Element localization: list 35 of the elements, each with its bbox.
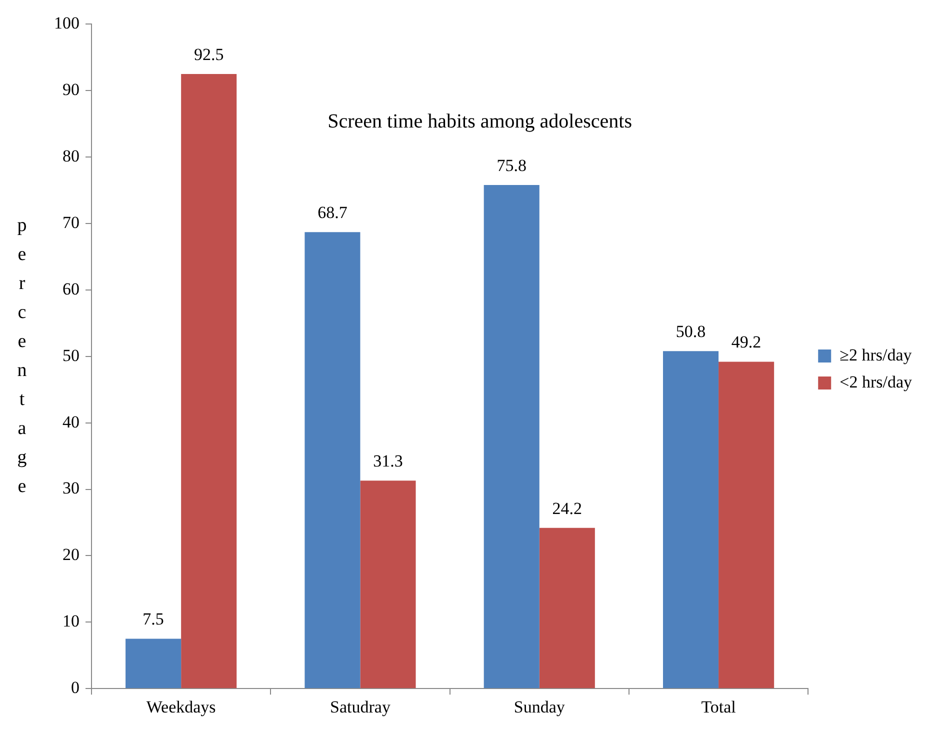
data-label: 7.5 [142, 610, 164, 629]
data-label: 68.7 [318, 203, 348, 222]
x-tick-label: Satudray [330, 697, 391, 716]
y-tick-label: 70 [62, 212, 80, 232]
x-tick-label: Total [701, 697, 736, 716]
y-tick-label: 10 [62, 612, 80, 631]
x-tick-label: Sunday [514, 697, 566, 716]
data-label: 24.2 [552, 498, 582, 518]
bar [718, 362, 774, 688]
text: Screen time habits among adolescents [328, 110, 632, 132]
data-label: 31.3 [373, 452, 403, 471]
text: percentage [17, 214, 27, 497]
y-tick-label: 100 [54, 14, 80, 33]
bar [304, 232, 360, 688]
y-tick-label: 20 [62, 545, 80, 564]
y-tick-label: 0 [71, 678, 80, 698]
data-label: 49.2 [731, 332, 762, 352]
data-label: 50.8 [676, 322, 706, 342]
legend-label: ≥2 hrs/day [840, 345, 912, 364]
bar [663, 351, 719, 688]
y-tick-label: 50 [62, 346, 80, 365]
y-tick-label: 90 [62, 80, 80, 100]
y-tick-label: 40 [62, 412, 80, 432]
y-tick-label: 30 [62, 478, 80, 498]
data-label: 92.5 [194, 45, 224, 64]
data-label: 75.8 [496, 156, 526, 175]
bar [360, 480, 416, 688]
y-tick-label: 80 [62, 146, 80, 166]
bar [181, 74, 237, 688]
bar [126, 638, 182, 688]
legend-label: <2 hrs/day [840, 372, 912, 392]
x-tick-label: Weekdays [146, 697, 216, 716]
y-tick-label: 60 [62, 279, 80, 298]
bar [539, 528, 595, 688]
bar [484, 184, 540, 688]
